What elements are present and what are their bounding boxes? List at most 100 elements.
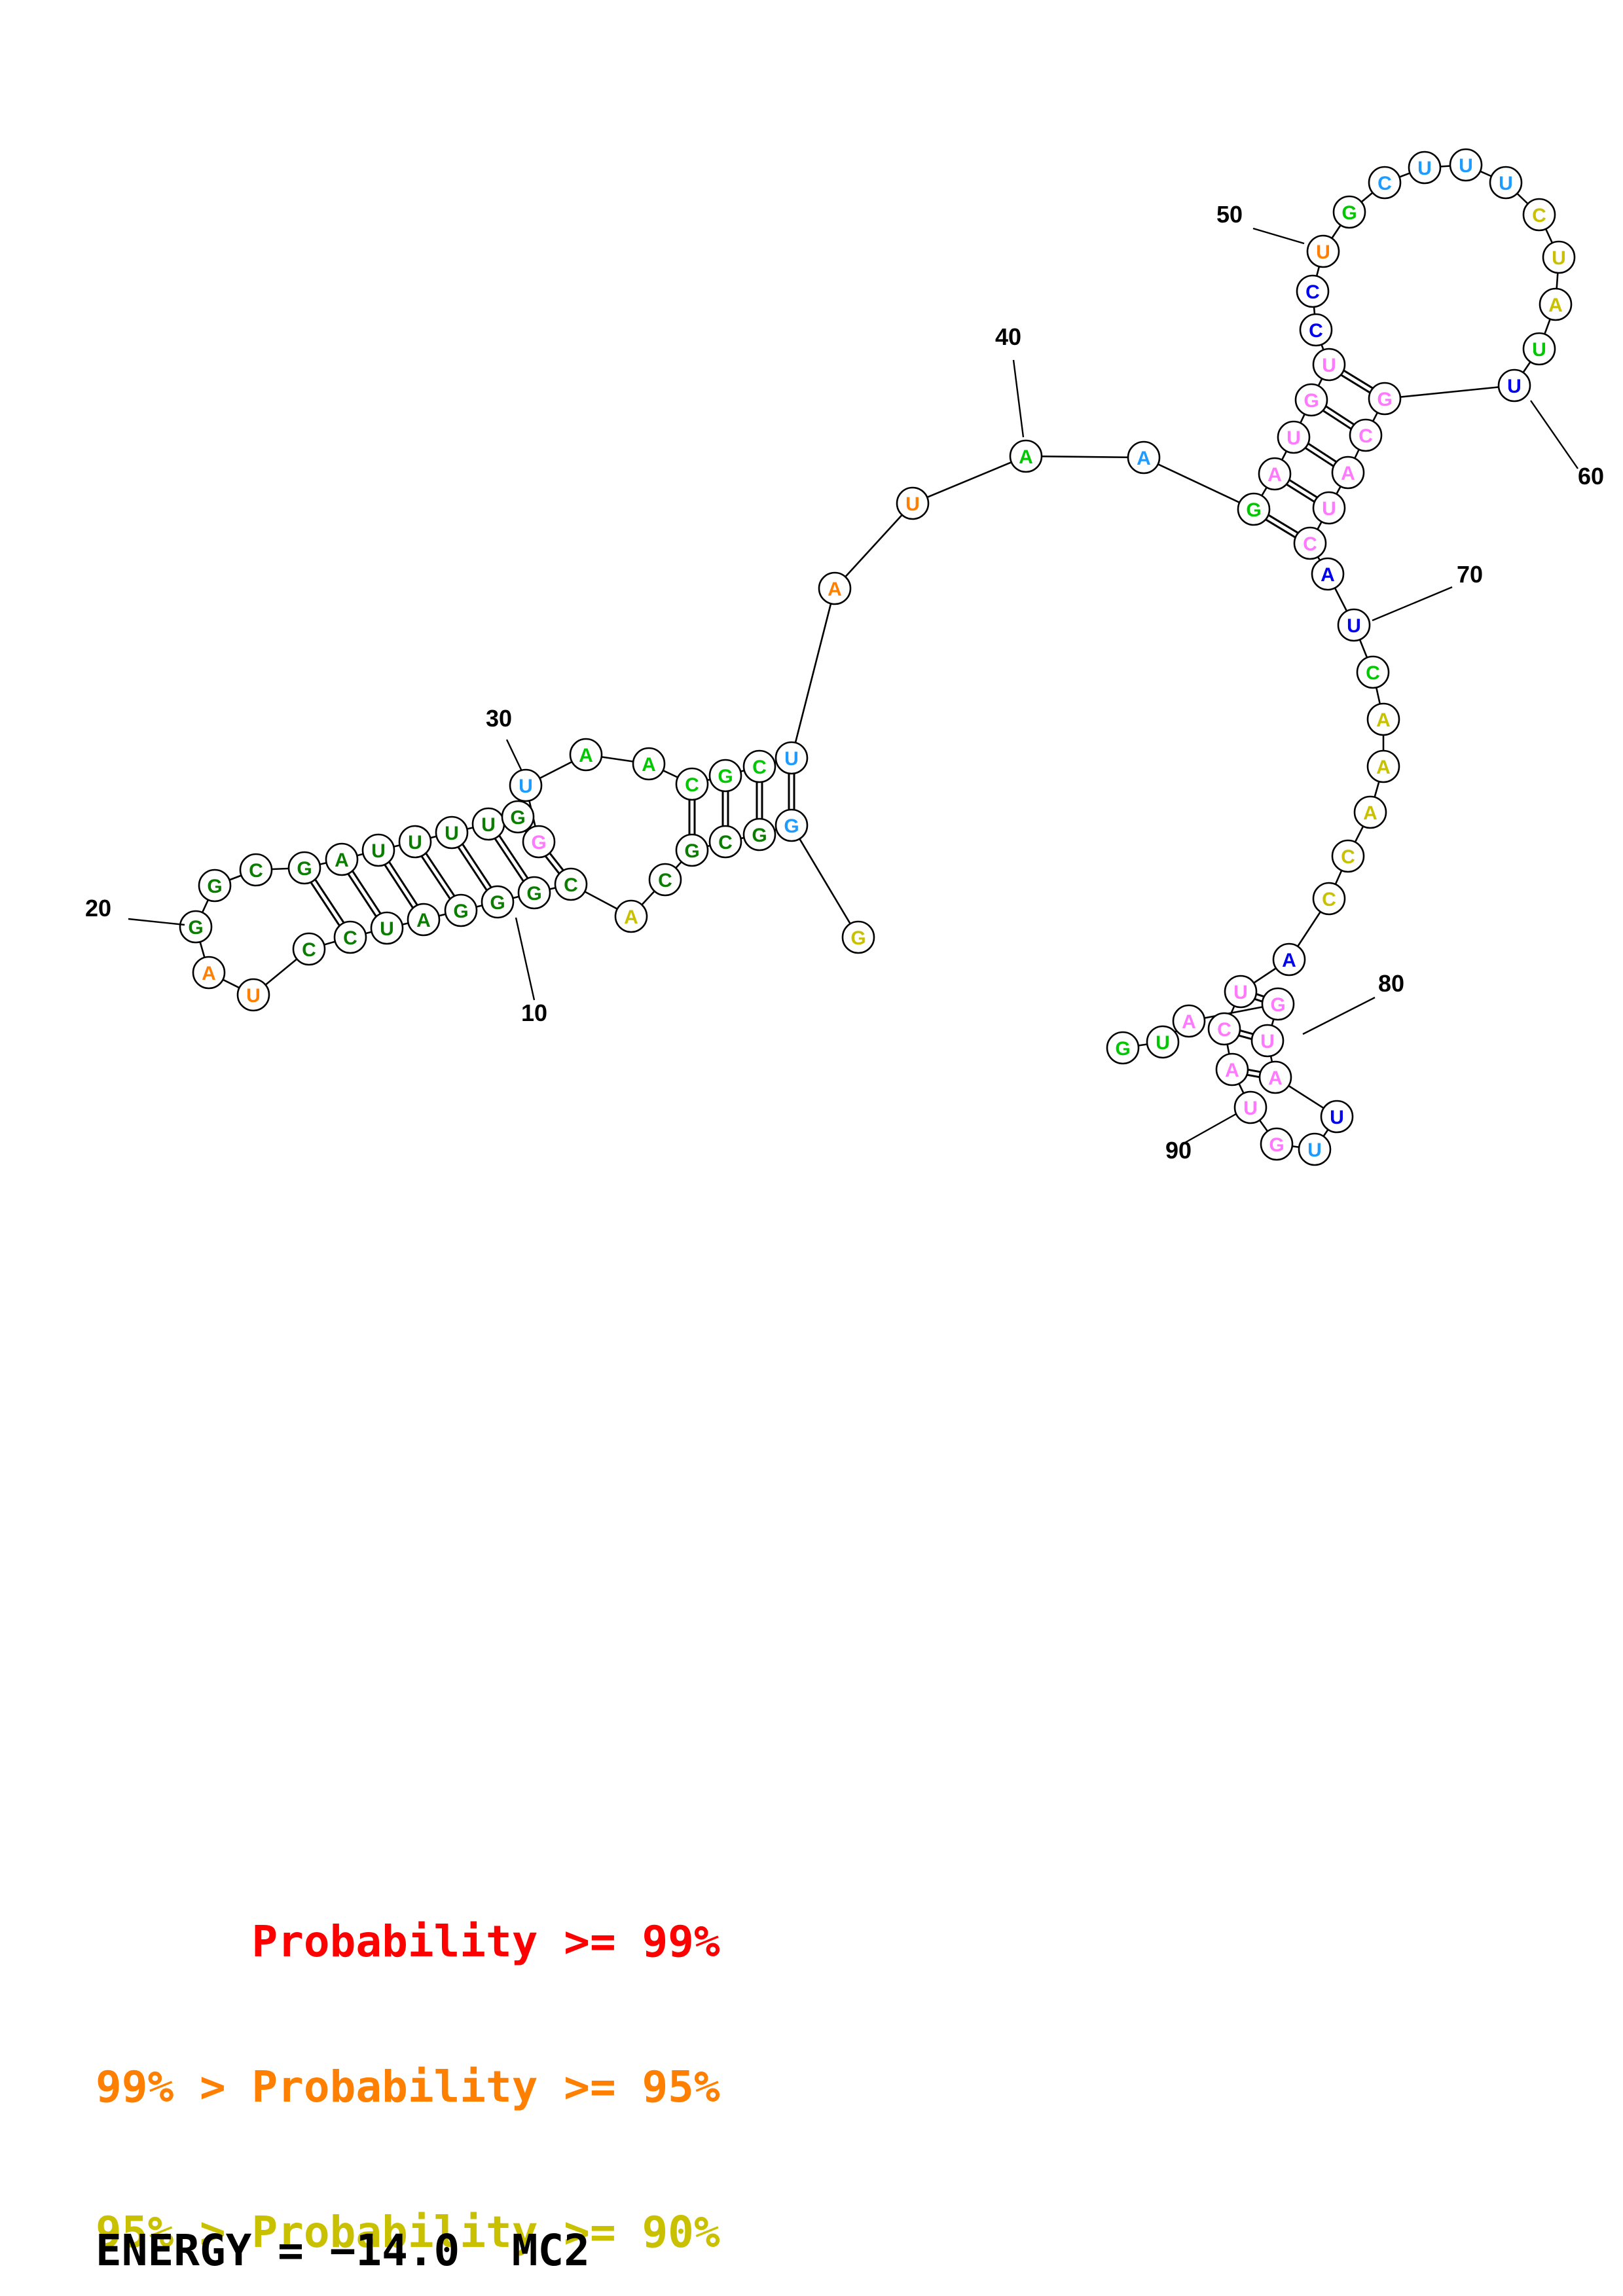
nucleotide-circle xyxy=(1258,1060,1292,1094)
sequence-number-label: 40 xyxy=(995,323,1021,350)
nucleotide-circle xyxy=(1298,1132,1332,1166)
nucleotide-circle xyxy=(1296,274,1330,308)
legend-line-90: 95% > Probability >= 90% xyxy=(96,2207,720,2257)
nucleotide-letter: U xyxy=(1532,339,1546,361)
nucleotide-circle xyxy=(1489,166,1523,200)
nucleotide-letter: G xyxy=(1341,202,1357,224)
nucleotide-circle xyxy=(648,863,682,897)
backbone-segment xyxy=(790,825,860,938)
nucleotide-circle xyxy=(708,825,742,859)
nucleotide-circle xyxy=(896,486,930,520)
nucleotide-letter: G xyxy=(718,766,733,787)
nucleotide-letter: G xyxy=(1246,499,1261,521)
nucleotide-circle xyxy=(1368,382,1402,416)
nucleotide-circle xyxy=(444,893,478,927)
sequence-number-label: 90 xyxy=(1165,1137,1192,1164)
nucleotide-circle xyxy=(192,956,226,990)
nucleotide-circle xyxy=(1261,987,1295,1021)
nucleotide-letter: U xyxy=(1322,498,1336,520)
nucleotide-circle xyxy=(1215,1052,1249,1086)
legend-line-95: 99% > Probability >= 95% xyxy=(96,2062,720,2112)
nucleotide-circle xyxy=(292,932,326,966)
nucleotide-circle xyxy=(1368,166,1402,200)
nucleotide-letter: C xyxy=(718,832,733,853)
nucleotide-letter: A xyxy=(1341,463,1355,484)
nucleotide-circle xyxy=(742,749,776,783)
nucleotide-circle xyxy=(333,920,367,954)
backbone-segment xyxy=(1025,455,1144,459)
nucleotide-letter: U xyxy=(1322,355,1336,376)
nucleotide-circle xyxy=(370,911,404,945)
nucleotide-letter: A xyxy=(1268,1067,1283,1089)
backbone-segment xyxy=(834,503,913,589)
label-leader-line xyxy=(1012,359,1025,438)
nucleotide-circle xyxy=(742,817,776,852)
backbone-segment xyxy=(1384,384,1515,400)
nucleotide-letter: U xyxy=(1156,1032,1170,1054)
probability-legend: Probability >= 99% 99% > Probability >= … xyxy=(96,1821,720,2296)
label-leader-line xyxy=(515,917,536,1001)
sequence-number-label: 70 xyxy=(1457,561,1483,588)
nucleotide-circle xyxy=(1449,148,1483,182)
nucleotide-circle xyxy=(1277,420,1311,454)
nucleotide-letter: U xyxy=(1316,242,1330,263)
nucleotide-letter: G xyxy=(850,927,866,949)
nucleotide-letter: C xyxy=(249,860,263,882)
backbone-segment xyxy=(912,455,1027,505)
nucleotide-circle xyxy=(1332,195,1366,229)
nucleotide-letter: G xyxy=(1269,1134,1284,1156)
nucleotide-letter: A xyxy=(1267,464,1282,486)
nucleotide-letter: A xyxy=(1376,709,1391,731)
label-leader-line xyxy=(128,918,185,926)
nucleotide-circle xyxy=(361,833,395,867)
nucleotide-letter: U xyxy=(445,823,459,844)
nucleotide-letter: C xyxy=(1532,205,1546,226)
nucleotide-circle xyxy=(1331,456,1365,490)
nucleotide-letter: C xyxy=(658,870,672,891)
nucleotide-circle xyxy=(1224,975,1258,1009)
nucleotide-letter: A xyxy=(1548,295,1563,316)
nucleotide-circle xyxy=(1337,608,1371,642)
nucleotide-letter: G xyxy=(752,825,767,846)
label-leader-line xyxy=(1302,996,1376,1035)
nucleotide-letter: U xyxy=(1507,376,1522,397)
energy-label: ENERGY = −14.0 MC2 xyxy=(96,2225,590,2276)
nucleotide-letter: U xyxy=(1233,982,1248,1003)
nucleotide-letter: U xyxy=(1347,615,1361,637)
nucleotide-circle xyxy=(1356,655,1390,689)
nucleotide-letter: U xyxy=(1307,1139,1322,1161)
nucleotide-circle xyxy=(481,885,515,919)
nucleotide-letter: U xyxy=(1417,158,1432,179)
nucleotide-circle xyxy=(1250,1024,1285,1058)
nucleotide-letter: C xyxy=(564,874,578,896)
nucleotide-letter: U xyxy=(1260,1031,1275,1052)
nucleotide-letter: U xyxy=(1243,1098,1258,1119)
nucleotide-letter: A xyxy=(579,745,593,766)
nucleotide-letter: G xyxy=(531,832,546,853)
nucleotide-circle xyxy=(407,903,441,937)
nucleotide-circle xyxy=(1312,882,1346,916)
nucleotide-letter: U xyxy=(246,985,261,1007)
nucleotide-letter: U xyxy=(1330,1107,1344,1128)
label-leader-line xyxy=(1252,227,1305,245)
sequence-number-label: 60 xyxy=(1578,463,1604,490)
nucleotide-letter: A xyxy=(202,963,216,984)
nucleotide-circle xyxy=(1366,749,1400,783)
nucleotide-circle xyxy=(841,920,875,954)
nucleotide-letter: C xyxy=(1377,173,1392,194)
nucleotide-letter: G xyxy=(784,816,799,837)
nucleotide-letter: G xyxy=(1115,1038,1130,1060)
nucleotide-letter: C xyxy=(1366,662,1380,684)
nucleotide-circle xyxy=(435,816,469,850)
nucleotide-letter: A xyxy=(1019,446,1033,468)
nucleotide-letter: U xyxy=(481,814,496,836)
nucleotide-circle xyxy=(1272,942,1306,977)
nucleotide-circle xyxy=(509,768,543,802)
nucleotide-circle xyxy=(1009,439,1043,473)
nucleotide-circle xyxy=(1106,1031,1140,1065)
nucleotide-circle xyxy=(1146,1025,1180,1059)
nucleotide-letter: G xyxy=(1377,389,1392,410)
nucleotide-circle xyxy=(1299,313,1333,347)
